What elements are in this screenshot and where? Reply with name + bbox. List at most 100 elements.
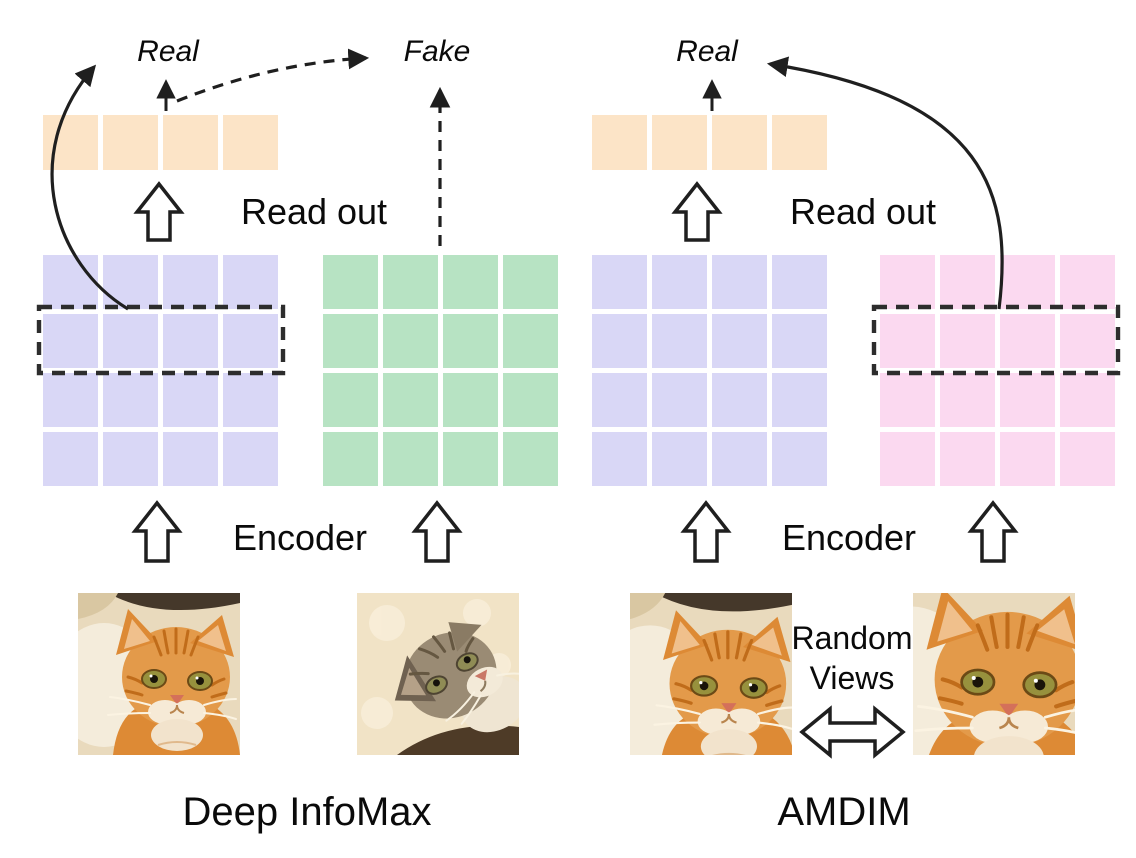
encoder-label-dim: Encoder — [232, 517, 368, 558]
feature-cell — [43, 115, 98, 170]
feature-cell — [880, 432, 935, 486]
feature-cell — [103, 115, 158, 170]
dim-readout-vector — [43, 115, 278, 170]
feature-cell — [712, 255, 767, 309]
feature-cell — [163, 255, 218, 309]
feature-cell — [223, 255, 278, 309]
amdim-feature-map-view2 — [880, 255, 1115, 486]
feature-cell — [503, 432, 558, 486]
feature-cell — [163, 115, 218, 170]
feature-cell — [772, 314, 827, 368]
feature-cell — [652, 314, 707, 368]
feature-cell — [712, 115, 767, 170]
dim-read-out-arrow-icon — [133, 181, 185, 242]
feature-cell — [1000, 373, 1055, 427]
feature-cell — [772, 373, 827, 427]
feature-cell — [443, 373, 498, 427]
feature-cell — [223, 314, 278, 368]
feature-cell — [163, 373, 218, 427]
random-views-line1: Random — [791, 620, 913, 656]
feature-cell — [1060, 373, 1115, 427]
feature-cell — [940, 314, 995, 368]
feature-cell — [443, 314, 498, 368]
real-label-dim: Real — [137, 35, 199, 68]
feature-cell — [223, 115, 278, 170]
feature-cell — [880, 314, 935, 368]
feature-cell — [103, 432, 158, 486]
dim-encoder-arrow-icon-2 — [411, 500, 463, 563]
feature-cell — [223, 373, 278, 427]
random-views-double-arrow-icon — [799, 705, 906, 759]
feature-cell — [103, 373, 158, 427]
real-label-amdim: Real — [676, 35, 738, 68]
amdim-read-out-arrow-icon — [671, 181, 723, 242]
feature-cell — [712, 432, 767, 486]
feature-cell — [772, 432, 827, 486]
random-views-line2: Views — [809, 660, 895, 696]
cat-photo-amdim-view1 — [630, 593, 792, 755]
feature-cell — [712, 373, 767, 427]
feature-cell — [323, 255, 378, 309]
random-views-label: Random Views — [792, 618, 913, 698]
feature-cell — [1000, 255, 1055, 309]
feature-cell — [940, 373, 995, 427]
feature-cell — [940, 255, 995, 309]
feature-cell — [652, 255, 707, 309]
feature-cell — [1000, 432, 1055, 486]
feature-cell — [1060, 314, 1115, 368]
feature-cell — [383, 255, 438, 309]
feature-cell — [443, 432, 498, 486]
read-out-label-dim: Read out — [240, 191, 388, 232]
dim-encoder-arrow-icon-1 — [131, 500, 183, 563]
feature-cell — [43, 255, 98, 309]
feature-cell — [652, 373, 707, 427]
feature-cell — [383, 432, 438, 486]
feature-cell — [652, 432, 707, 486]
feature-cell — [443, 255, 498, 309]
panel-title-deep-infomax: Deep InfoMax — [182, 790, 432, 834]
feature-cell — [880, 255, 935, 309]
feature-cell — [323, 314, 378, 368]
fake-label-dim: Fake — [403, 35, 471, 68]
feature-cell — [43, 314, 98, 368]
feature-cell — [503, 255, 558, 309]
feature-cell — [772, 255, 827, 309]
feature-cell — [652, 115, 707, 170]
cat-photo-amdim-view2 — [913, 593, 1075, 755]
feature-cell — [592, 432, 647, 486]
cat-photo-dim-real-input — [78, 593, 240, 755]
feature-cell — [43, 432, 98, 486]
panel-title-amdim: AMDIM — [777, 790, 911, 834]
feature-cell — [1060, 432, 1115, 486]
feature-cell — [163, 314, 218, 368]
read-out-label-amdim: Read out — [789, 191, 937, 232]
feature-cell — [592, 314, 647, 368]
feature-cell — [323, 373, 378, 427]
feature-cell — [1000, 314, 1055, 368]
feature-cell — [383, 373, 438, 427]
feature-cell — [592, 373, 647, 427]
feature-cell — [103, 255, 158, 309]
feature-cell — [223, 432, 278, 486]
feature-cell — [103, 314, 158, 368]
feature-cell — [43, 373, 98, 427]
feature-cell — [592, 255, 647, 309]
amdim-encoder-arrow-icon-2 — [967, 500, 1019, 563]
cat-photo-dim-fake-input — [357, 593, 519, 755]
feature-cell — [772, 115, 827, 170]
feature-cell — [163, 432, 218, 486]
feature-cell — [323, 432, 378, 486]
feature-cell — [383, 314, 438, 368]
dim-feature-map-fake — [323, 255, 558, 486]
dim-feature-map-real — [43, 255, 278, 486]
feature-cell — [880, 373, 935, 427]
feature-cell — [712, 314, 767, 368]
feature-cell — [503, 373, 558, 427]
feature-cell — [503, 314, 558, 368]
dim-readout-to-fake-dashed-arrow — [176, 48, 370, 103]
encoder-label-amdim: Encoder — [781, 517, 917, 558]
amdim-feature-map-view1 — [592, 255, 827, 486]
feature-cell — [592, 115, 647, 170]
feature-cell — [1060, 255, 1115, 309]
